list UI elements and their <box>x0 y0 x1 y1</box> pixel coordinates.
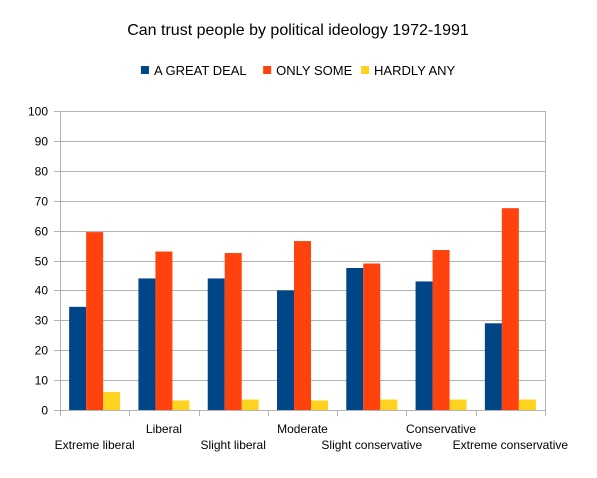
y-tick-label: 70 <box>35 195 49 209</box>
bar <box>294 241 311 410</box>
y-tick-label: 100 <box>28 105 48 119</box>
bar <box>432 250 450 410</box>
bar <box>207 278 225 410</box>
chart-title: Can trust people by political ideology 1… <box>127 22 469 39</box>
bar <box>518 399 536 410</box>
bar <box>380 399 398 410</box>
legend-swatch <box>263 66 272 74</box>
bar <box>172 400 190 410</box>
y-tick-label: 30 <box>35 314 49 328</box>
bar <box>346 267 364 410</box>
x-tick-label: Liberal <box>146 422 182 436</box>
x-tick-label: Conservative <box>406 422 476 436</box>
legend-swatch <box>140 66 149 74</box>
bar <box>241 399 259 410</box>
bar <box>415 281 433 410</box>
bar <box>155 251 173 410</box>
x-tick-label: Slight liberal <box>201 438 266 452</box>
x-tick-label: Moderate <box>277 422 328 436</box>
x-tick-label: Extreme conservative <box>453 438 569 452</box>
legend: A GREAT DEAL ONLY SOME HARDLY ANY <box>140 63 456 78</box>
y-tick-label: 10 <box>35 374 49 388</box>
y-tick-label: 20 <box>35 344 49 358</box>
y-tick-label: 90 <box>35 135 49 149</box>
legend-label: ONLY SOME <box>276 63 352 78</box>
y-tick-label: 60 <box>35 225 49 239</box>
y-tick-label: 80 <box>35 165 49 179</box>
legend-swatch <box>361 66 370 74</box>
bar <box>69 306 87 410</box>
axes <box>60 111 546 416</box>
bar <box>224 253 242 410</box>
bar <box>138 278 156 410</box>
bar <box>103 392 121 410</box>
x-tick-label: Extreme liberal <box>55 438 135 452</box>
legend-label: HARDLY ANY <box>374 63 455 78</box>
y-tick-label: 50 <box>35 255 49 269</box>
y-axis-tick-labels: 0 10 20 30 40 50 60 70 80 90 100 <box>28 105 48 418</box>
bar <box>277 290 294 410</box>
y-tick-label: 0 <box>41 404 48 418</box>
bar <box>484 323 502 410</box>
bars <box>69 208 536 410</box>
legend-label: A GREAT DEAL <box>154 63 247 78</box>
bar <box>501 208 519 410</box>
y-tick-label: 40 <box>35 284 49 298</box>
bar <box>449 399 467 410</box>
bar <box>86 232 104 410</box>
bar <box>311 400 328 410</box>
bar <box>363 263 381 410</box>
x-axis-tick-labels: Extreme liberal Liberal Slight liberal Mode… <box>55 422 569 452</box>
x-tick-label: Slight conservative <box>321 438 422 452</box>
